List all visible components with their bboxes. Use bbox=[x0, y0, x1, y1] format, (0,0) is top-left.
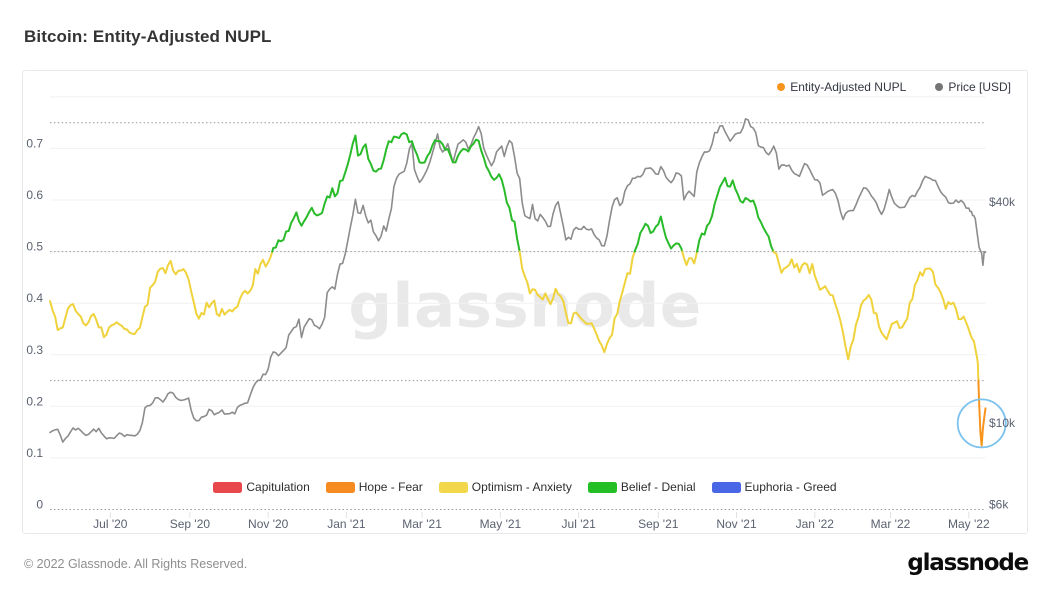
x-axis-label: Nov '21 bbox=[716, 517, 757, 531]
zones-legend: Capitulation Hope - Fear Optimism - Anxi… bbox=[23, 480, 1027, 494]
glassnode-logo: glassnode bbox=[907, 550, 1029, 576]
y-left-label: 0.4 bbox=[26, 291, 43, 305]
price-line bbox=[49, 118, 987, 443]
zone-legend-item-capitulation[interactable]: Capitulation bbox=[213, 480, 310, 494]
copyright-text: © 2022 Glassnode. All Rights Reserved. bbox=[24, 557, 248, 571]
x-axis-label: Nov '20 bbox=[248, 517, 289, 531]
x-axis-ticks bbox=[109, 512, 970, 518]
nupl-line-segment bbox=[681, 250, 699, 267]
x-axis-label: Jul '20 bbox=[93, 517, 128, 531]
zone-legend-label: Hope - Fear bbox=[358, 480, 423, 494]
zone-legend-item-belief-denial[interactable]: Belief - Denial bbox=[587, 480, 696, 494]
axis-labels: 0 0.1 0.2 0.3 0.4 0.5 0.6 0.7 $40k $10k $6k Jul '20… bbox=[26, 136, 1016, 531]
y-left-label: 0.7 bbox=[26, 136, 43, 150]
x-axis-label: Jan '22 bbox=[796, 517, 835, 531]
x-axis-label: May '21 bbox=[480, 517, 522, 531]
belief-denial-swatch-icon bbox=[587, 481, 617, 493]
x-axis-label: May '22 bbox=[948, 517, 990, 531]
nupl-line-segment bbox=[696, 176, 775, 253]
nupl-line bbox=[49, 131, 987, 447]
zone-legend-item-euphoria-greed[interactable]: Euphoria - Greed bbox=[711, 480, 837, 494]
zone-boundary-lines bbox=[50, 122, 986, 510]
chart-plot-area[interactable]: 0 0.1 0.2 0.3 0.4 0.5 0.6 0.7 $40k $10k $6k Jul '20… bbox=[23, 71, 1027, 533]
y-left-label: 0.1 bbox=[26, 446, 43, 460]
euphoria-greed-swatch-icon bbox=[711, 481, 741, 493]
zone-legend-label: Capitulation bbox=[246, 480, 310, 494]
y-left-label: 0.2 bbox=[26, 394, 43, 408]
y-left-label: 0.6 bbox=[26, 188, 43, 202]
x-axis-label: Mar '21 bbox=[402, 517, 442, 531]
nupl-line-segment bbox=[518, 250, 636, 354]
legend-item-nupl[interactable]: Entity-Adjusted NUPL bbox=[777, 80, 906, 94]
legend-item-label: Price [USD] bbox=[948, 80, 1011, 94]
zone-legend-label: Euphoria - Greed bbox=[744, 480, 837, 494]
legend-item-price[interactable]: Price [USD] bbox=[935, 80, 1011, 94]
nupl-line-segment bbox=[49, 250, 274, 339]
grid-lines bbox=[50, 96, 986, 459]
y-left-label: 0 bbox=[36, 498, 43, 512]
legend-item-label: Entity-Adjusted NUPL bbox=[790, 80, 907, 94]
capitulation-swatch-icon bbox=[213, 481, 243, 493]
nupl-line-segment bbox=[772, 250, 980, 382]
nupl-line-segment bbox=[271, 131, 521, 253]
y-right-label: $10k bbox=[989, 416, 1016, 430]
x-axis-label: Mar '22 bbox=[871, 517, 911, 531]
y-left-label: 0.5 bbox=[26, 240, 43, 254]
nupl-line-segment bbox=[633, 215, 684, 253]
x-axis-label: Sep '20 bbox=[170, 517, 211, 531]
chart-card: glassnode 0 0.1 0.2 0.3 0.4 0.5 0.6 0.7 $40k $10k… bbox=[22, 70, 1028, 534]
x-axis-label: Jul '21 bbox=[562, 517, 597, 531]
nupl-legend-dot-icon bbox=[777, 83, 786, 91]
x-axis-label: Jan '21 bbox=[327, 517, 366, 531]
y-right-label: $6k bbox=[989, 497, 1009, 511]
zone-legend-item-optimism-anxiety[interactable]: Optimism - Anxiety bbox=[438, 480, 572, 494]
zone-legend-item-hope-fear[interactable]: Hope - Fear bbox=[325, 480, 423, 494]
price-legend-dot-icon bbox=[935, 83, 944, 91]
y-left-label: 0.3 bbox=[26, 343, 43, 357]
nupl-line-segment bbox=[977, 379, 987, 447]
hope-fear-swatch-icon bbox=[325, 481, 355, 493]
y-right-label: $40k bbox=[989, 195, 1016, 209]
series-legend: Entity-Adjusted NUPL Price [USD] bbox=[777, 79, 1011, 95]
x-axis-label: Sep '21 bbox=[638, 517, 679, 531]
highlight-circle-annotation bbox=[956, 398, 1007, 449]
zone-legend-label: Optimism - Anxiety bbox=[471, 480, 572, 494]
page-title: Bitcoin: Entity-Adjusted NUPL bbox=[24, 27, 272, 46]
optimism-anxiety-swatch-icon bbox=[438, 481, 468, 493]
zone-legend-label: Belief - Denial bbox=[620, 480, 696, 494]
